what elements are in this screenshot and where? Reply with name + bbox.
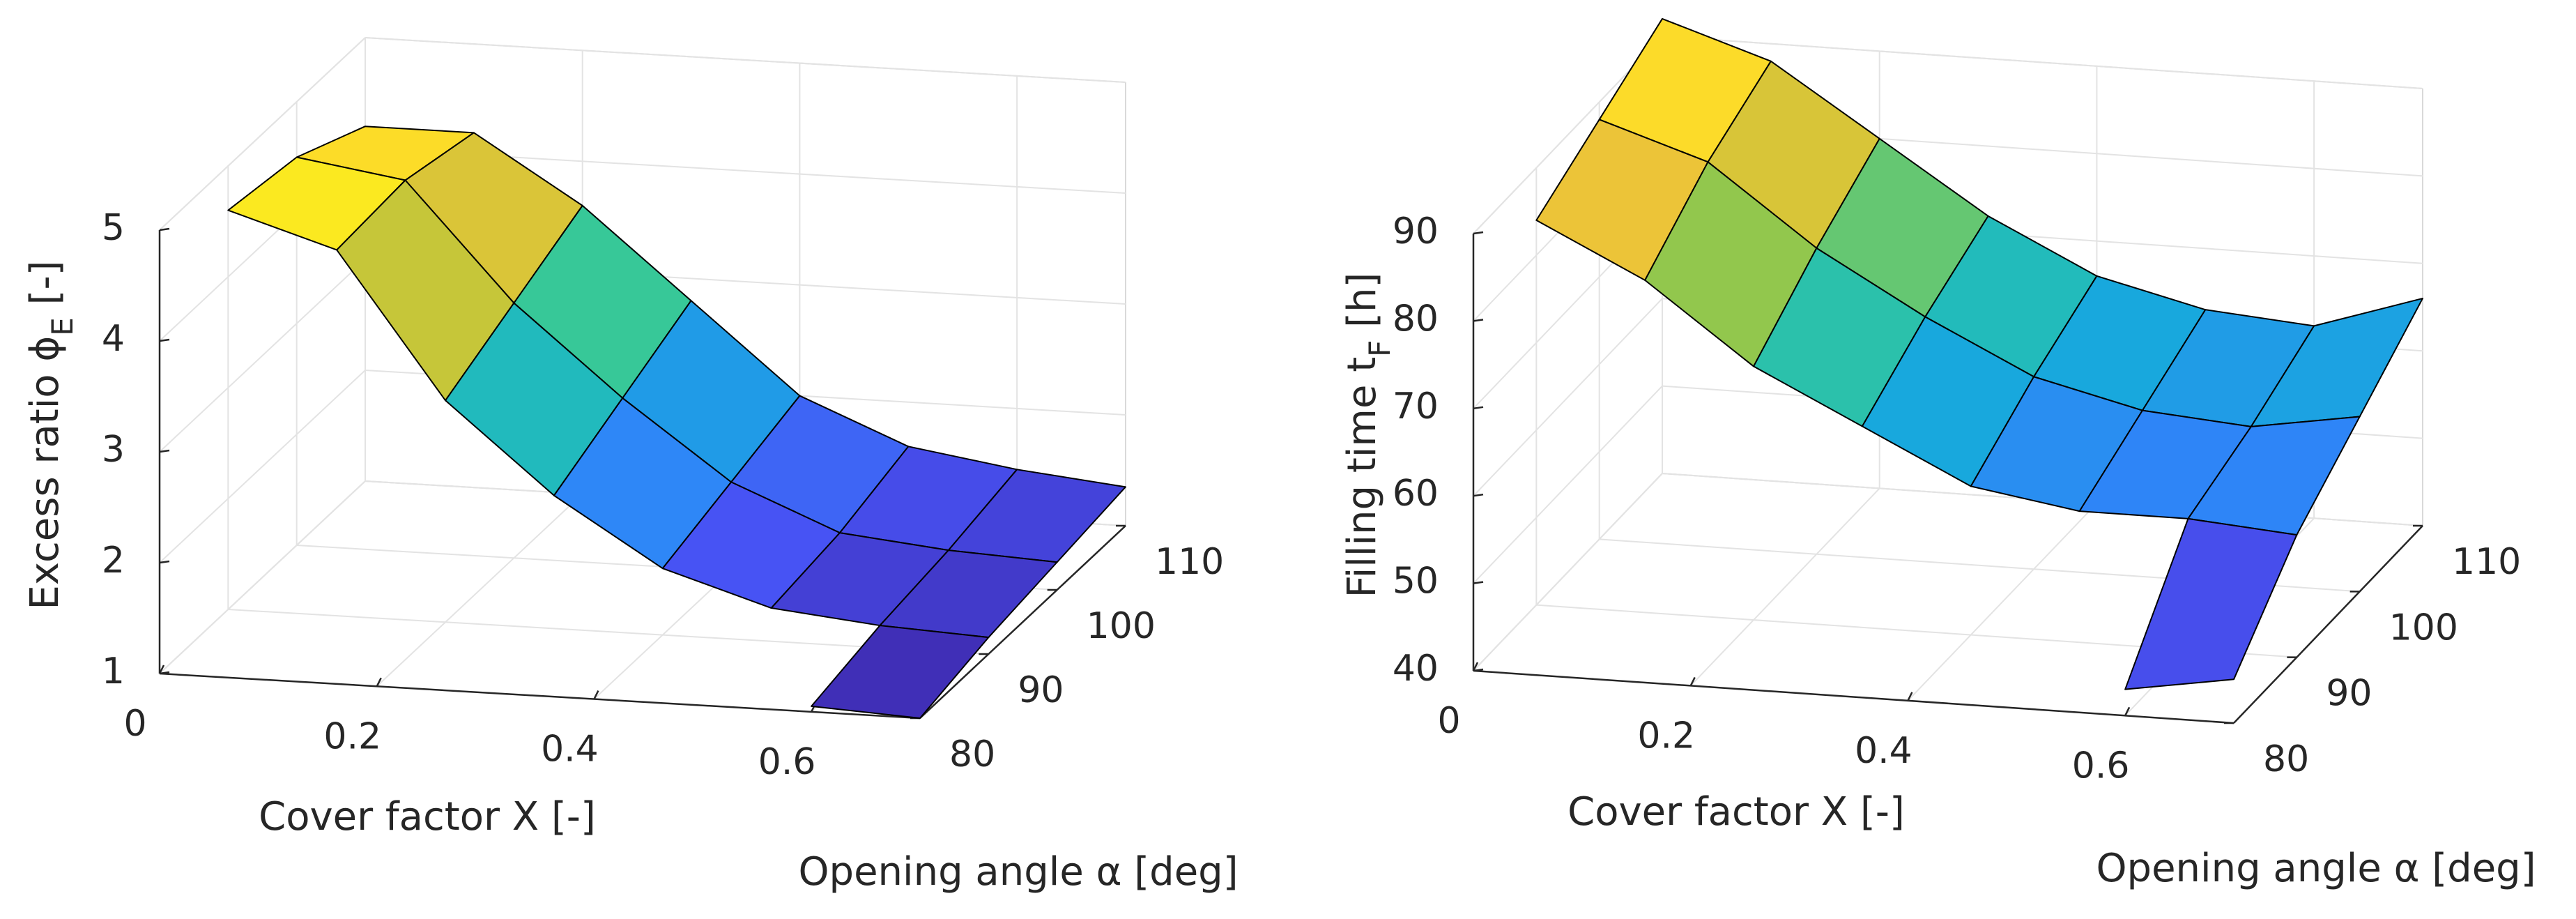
z-axis-label-part: F bbox=[1363, 340, 1397, 357]
x-axis bbox=[159, 672, 921, 720]
tick-mark bbox=[593, 690, 599, 700]
grid-line bbox=[159, 259, 366, 453]
z-tick-label: 90 bbox=[1393, 211, 1439, 252]
tick-mark bbox=[376, 677, 382, 687]
y-tick-label: 110 bbox=[1155, 541, 1224, 583]
x-tick-label: 0 bbox=[1437, 700, 1460, 742]
grid-line bbox=[159, 370, 366, 563]
tick-mark bbox=[1473, 319, 1484, 322]
grid-line bbox=[1689, 487, 1880, 687]
x-tick-label: 0.4 bbox=[1855, 730, 1912, 772]
tick-mark bbox=[1689, 676, 1696, 686]
z-tick-label: 60 bbox=[1393, 473, 1439, 515]
z-tick-label: 4 bbox=[102, 318, 125, 360]
tick-mark bbox=[159, 227, 170, 231]
grid-line bbox=[159, 480, 366, 674]
x-tick-label: 0.2 bbox=[323, 715, 381, 757]
y-tick-label: 80 bbox=[949, 734, 995, 775]
grid-line bbox=[1473, 385, 1663, 584]
tick-mark bbox=[1907, 692, 1913, 701]
x-axis-label: Cover factor X [-] bbox=[1567, 789, 1905, 835]
z-tick-label: 1 bbox=[102, 651, 125, 692]
z-axis-label-part: E bbox=[45, 317, 79, 336]
y-tick-label: 110 bbox=[2452, 541, 2521, 583]
grid-line bbox=[1662, 36, 2423, 89]
tick-mark bbox=[1473, 581, 1484, 584]
y-tick-label: 100 bbox=[1087, 605, 1156, 647]
surface-face bbox=[811, 625, 990, 719]
tick-mark bbox=[1472, 662, 1479, 671]
tick-mark bbox=[1473, 493, 1484, 497]
z-axis-label-part: [h] bbox=[1340, 273, 1385, 340]
z-axis-label-part: Filling time t bbox=[1340, 357, 1385, 598]
z-tick-label: 70 bbox=[1393, 386, 1439, 427]
grid-line bbox=[1907, 503, 2098, 701]
tick-mark bbox=[158, 664, 165, 674]
y-axis bbox=[919, 525, 1126, 719]
x-tick-label: 0 bbox=[123, 703, 146, 745]
y-axis-label: Opening angle α [deg] bbox=[2096, 846, 2536, 891]
surface-plot: 0 0.2 0.4 0.6 80 90 100 110 1 2 3 4 5 Cover factor X … bbox=[22, 37, 1239, 895]
tick-mark bbox=[159, 449, 170, 453]
tick-mark bbox=[159, 671, 170, 675]
x-axis-label: Cover factor X [-] bbox=[259, 794, 596, 840]
y-axis-label: Opening angle α [deg] bbox=[798, 849, 1238, 895]
tick-mark bbox=[1473, 668, 1484, 672]
z-tick-label: 5 bbox=[102, 207, 125, 249]
y-tick-label: 100 bbox=[2389, 607, 2458, 648]
tick-mark bbox=[1473, 231, 1484, 235]
z-axis-label: Excess ratio ϕE [-] bbox=[22, 260, 79, 609]
y-axis bbox=[2233, 525, 2423, 724]
y-tick-label: 80 bbox=[2263, 738, 2309, 780]
x-tick-label: 0.6 bbox=[758, 741, 816, 783]
x-tick-label: 0.2 bbox=[1637, 715, 1695, 757]
grid-line bbox=[365, 37, 1126, 83]
y-tick-label: 90 bbox=[1018, 669, 1064, 711]
grid-line bbox=[376, 493, 583, 688]
surface-face bbox=[2124, 517, 2298, 690]
z-tick-label: 50 bbox=[1393, 561, 1439, 602]
x-tick-label: 0.6 bbox=[2072, 745, 2130, 787]
grid-line bbox=[1473, 298, 1663, 496]
tick-mark bbox=[159, 560, 170, 564]
z-axis-label: Filling time tF [h] bbox=[1340, 273, 1397, 598]
z-axis-label-part: [-] bbox=[22, 260, 68, 317]
z-tick-label: 3 bbox=[102, 429, 125, 471]
tick-mark bbox=[1473, 406, 1484, 410]
z-tick-label: 2 bbox=[102, 540, 125, 582]
z-tick-label: 40 bbox=[1393, 648, 1439, 690]
tick-mark bbox=[2124, 706, 2131, 716]
x-tick-label: 0.4 bbox=[541, 729, 599, 770]
x-axis bbox=[1473, 669, 2234, 724]
z-axis-label-part: Excess ratio ϕ bbox=[22, 336, 68, 610]
tick-mark bbox=[159, 338, 170, 342]
z-tick-label: 80 bbox=[1393, 298, 1439, 340]
y-tick-label: 90 bbox=[2326, 673, 2372, 715]
surface-plot: 0 0.2 0.4 0.6 80 90 100 110 40 50 60 70 80 90 Cover fa… bbox=[1340, 17, 2536, 891]
grid-line bbox=[159, 37, 366, 231]
grid-line bbox=[1473, 473, 1663, 671]
